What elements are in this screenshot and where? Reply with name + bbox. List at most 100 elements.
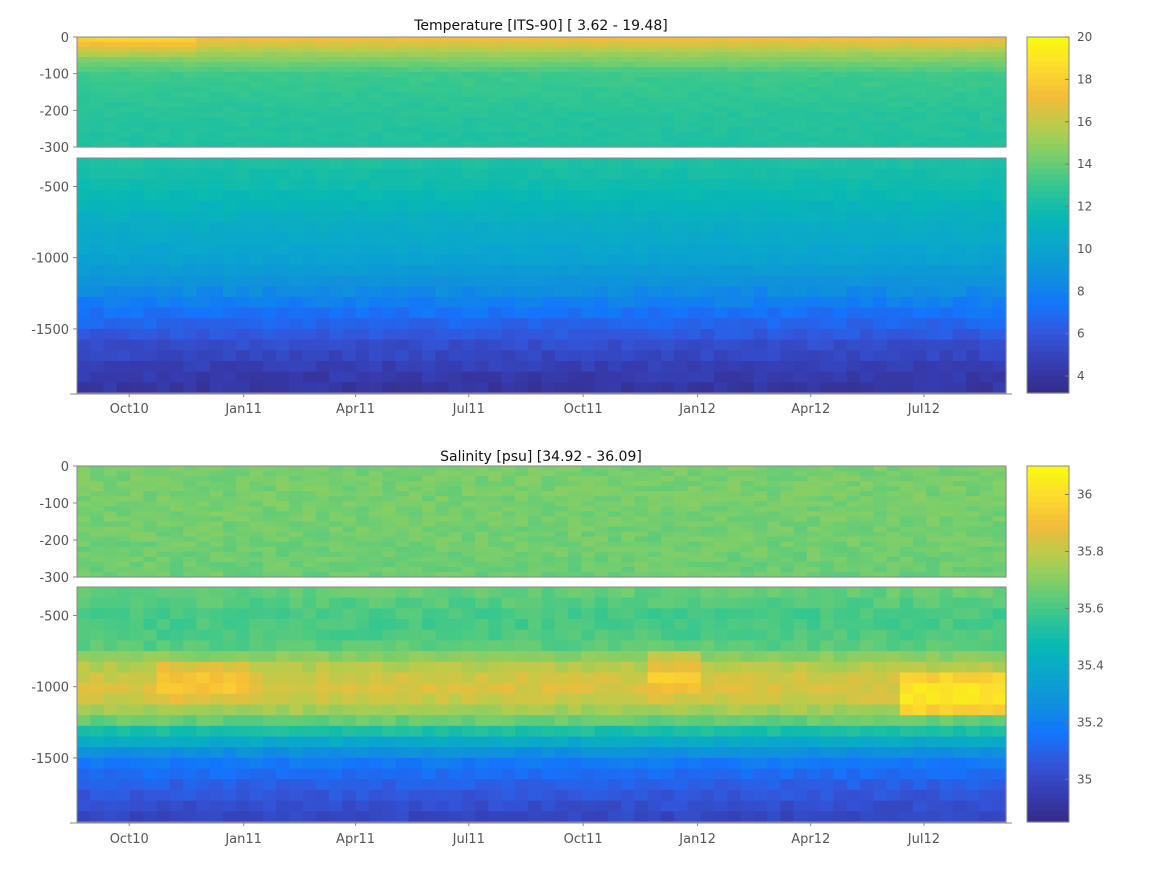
heat-cell — [887, 516, 901, 522]
heat-cell — [940, 57, 954, 63]
heat-cell — [117, 705, 131, 716]
heat-cell — [581, 476, 595, 482]
heat-cell — [263, 132, 277, 138]
heat-cell — [621, 233, 635, 244]
heat-cell — [780, 476, 794, 482]
heat-cell — [223, 132, 237, 138]
heat-cell — [196, 501, 210, 507]
heat-cell — [687, 132, 701, 138]
heat-cell — [966, 72, 980, 78]
heat-cell — [170, 640, 184, 651]
heat-cell — [157, 640, 171, 651]
heat-cell — [183, 801, 197, 812]
heat-cell — [90, 516, 104, 522]
heat-cell — [409, 82, 423, 88]
heat-cell — [621, 496, 635, 502]
heat-cell — [966, 243, 980, 254]
heat-cell — [674, 122, 688, 128]
heat-cell — [807, 222, 821, 233]
heat-cell — [449, 201, 463, 212]
heat-cell — [276, 158, 290, 169]
heat-cell — [568, 72, 582, 78]
heat-cell — [900, 547, 914, 553]
heat-cell — [674, 67, 688, 73]
heat-cell — [701, 265, 715, 276]
heat-cell — [422, 552, 436, 558]
heat-cell — [767, 211, 781, 222]
heat-cell — [741, 491, 755, 497]
heat-cell — [316, 107, 330, 113]
heat-cell — [263, 52, 277, 58]
heat-cell — [170, 608, 184, 619]
heat-cell — [634, 211, 648, 222]
heat-cell — [621, 501, 635, 507]
heat-cell — [449, 127, 463, 133]
heat-cell — [170, 62, 184, 68]
heat-cell — [117, 532, 131, 538]
heat-cell — [276, 557, 290, 563]
heat-cell — [555, 476, 569, 482]
heat-cell — [833, 562, 847, 568]
heat-cell — [396, 557, 410, 563]
heat-cell — [953, 132, 967, 138]
heat-cell — [263, 471, 277, 477]
heat-cell — [714, 340, 728, 351]
heat-cell — [754, 361, 768, 372]
heat-cell — [966, 506, 980, 512]
heat-cell — [316, 112, 330, 118]
heat-cell — [462, 476, 476, 482]
heat-cell — [581, 222, 595, 233]
heat-cell — [250, 62, 264, 68]
heat-cell — [621, 47, 635, 53]
heat-cell — [887, 233, 901, 244]
heat-cell — [807, 552, 821, 558]
heat-cell — [794, 481, 808, 487]
heat-cell — [926, 496, 940, 502]
colorbar-swatch — [1027, 245, 1069, 252]
heat-cell — [953, 547, 967, 553]
heat-cell — [900, 97, 914, 103]
heat-cell — [767, 201, 781, 212]
heat-cell — [926, 52, 940, 58]
heat-cell — [475, 491, 489, 497]
heat-cell — [807, 340, 821, 351]
heat-cell — [674, 491, 688, 497]
heat-cell — [953, 276, 967, 287]
heat-cell — [979, 350, 993, 361]
heat-cell — [303, 132, 317, 138]
heat-cell — [953, 537, 967, 543]
heat-cell — [833, 542, 847, 548]
heat-cell — [648, 557, 662, 563]
heat-cell — [329, 47, 343, 53]
heat-cell — [833, 57, 847, 63]
heat-cell — [130, 769, 144, 780]
heat-cell — [462, 137, 476, 143]
heat-cell — [449, 37, 463, 43]
heat-cell — [276, 537, 290, 543]
heat-cell — [409, 361, 423, 372]
heat-cell — [568, 522, 582, 528]
heat-cell — [608, 102, 622, 108]
heat-cell — [741, 67, 755, 73]
heat-cell — [608, 476, 622, 482]
heat-cell — [701, 158, 715, 169]
heat-cell — [780, 552, 794, 558]
heat-cell — [143, 779, 157, 790]
y-tick-label: -500 — [39, 180, 69, 195]
heat-cell — [595, 87, 609, 93]
heat-cell — [502, 506, 516, 512]
heat-cell — [820, 350, 834, 361]
heat-cell — [462, 201, 476, 212]
heat-cell — [754, 62, 768, 68]
heat-cell — [104, 47, 118, 53]
heat-cell — [661, 190, 675, 201]
heat-cell — [847, 127, 861, 133]
heat-cell — [687, 286, 701, 297]
heat-cell — [396, 340, 410, 351]
heat-cell — [727, 179, 741, 190]
heat-cell — [117, 42, 131, 48]
heat-cell — [475, 481, 489, 487]
heat-cell — [183, 811, 197, 822]
heat-cell — [196, 382, 210, 393]
heat-cell — [329, 547, 343, 553]
